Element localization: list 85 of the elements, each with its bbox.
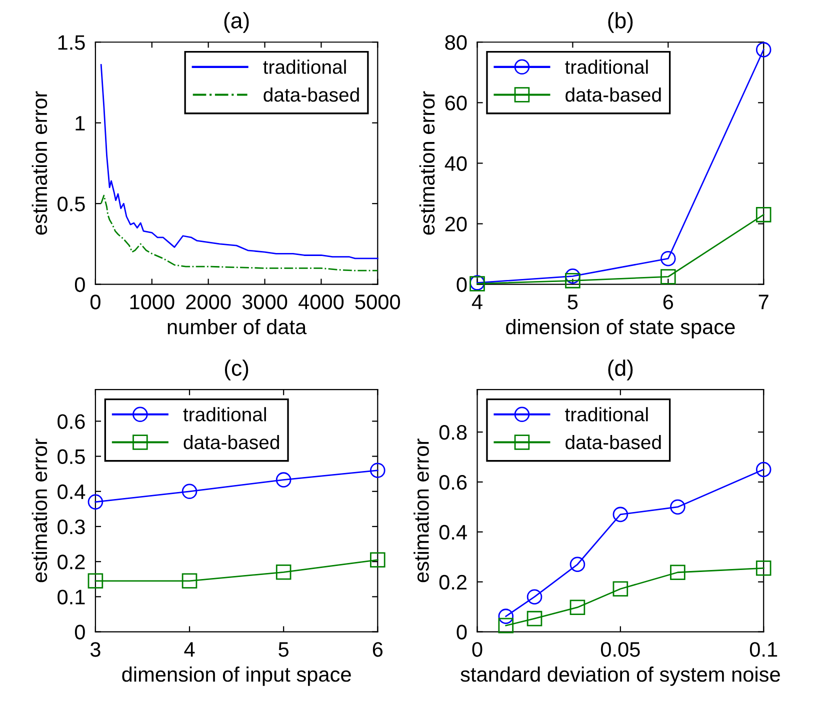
y-tick-label: 0: [74, 624, 85, 640]
point: [756, 560, 772, 576]
x-tick-label: 5: [278, 642, 289, 657]
point: [498, 618, 514, 634]
y-tick-label: 0.2: [58, 554, 85, 570]
point: [670, 564, 686, 580]
chart-title: (d): [608, 360, 633, 380]
x-tick-label: 0.05: [600, 642, 640, 657]
point: [498, 608, 514, 624]
y-tick-label: 0.1: [58, 590, 85, 604]
point: [370, 552, 386, 568]
y-tick-label: 0: [456, 624, 467, 640]
x-tick-label: 3: [90, 642, 100, 657]
point: [370, 462, 386, 478]
y-tick-label: 0.5: [58, 449, 85, 464]
x-tick-label: 4: [184, 642, 195, 657]
legend-label: data-based: [566, 87, 661, 102]
y-tick-label: 0: [456, 277, 467, 292]
legend-label: data-based: [184, 434, 279, 450]
x-tick-label: 0: [90, 294, 100, 310]
chart-title: (b): [608, 12, 633, 33]
y-tick-label: 0: [74, 277, 85, 292]
legend-label: data-based: [264, 87, 359, 102]
x-axis-title: standard deviation of system noise: [460, 666, 780, 686]
x-axis-title: number of data: [168, 319, 307, 334]
chart-title: (a): [224, 12, 249, 33]
y-tick-label: 1: [76, 116, 85, 130]
legend-label: data-based: [566, 434, 661, 450]
y-axis-title: estimation error: [414, 438, 429, 582]
y-tick-label: 60: [445, 96, 467, 110]
x-tick-label: 0.1: [750, 642, 778, 657]
point: [660, 250, 676, 266]
y-axis-title: estimation error: [419, 91, 435, 235]
point: [526, 589, 542, 604]
y-tick-label: 40: [444, 156, 467, 171]
y-tick-label: 0.4: [439, 524, 467, 540]
point: [670, 499, 686, 515]
line-series: [100, 194, 378, 272]
point: [182, 573, 198, 589]
point: [88, 573, 104, 589]
point: [88, 494, 104, 510]
x-tick-label: 4000: [298, 294, 344, 310]
point: [756, 42, 772, 58]
x-axis-title: dimension of state space: [506, 319, 735, 338]
y-tick-label: 0.5: [58, 196, 85, 212]
legend-label: traditional: [183, 407, 266, 422]
y-tick-label: 0.3: [58, 520, 85, 534]
point: [570, 600, 586, 615]
chart-title: (c): [224, 360, 248, 380]
point: [526, 610, 542, 626]
x-tick-label: 2000: [186, 294, 231, 310]
point: [565, 273, 580, 288]
point: [276, 472, 292, 488]
y-tick-label: 80: [445, 35, 467, 50]
x-tick-label: 6: [372, 642, 383, 657]
x-tick-label: 6: [663, 294, 674, 310]
y-tick-label: 0.6: [439, 474, 467, 490]
x-tick-label: 0: [472, 642, 482, 657]
x-tick-label: 5000: [355, 294, 400, 310]
x-tick-label: 3000: [242, 294, 288, 310]
point: [756, 462, 772, 478]
point: [565, 268, 580, 284]
y-axis-title: estimation error: [32, 438, 48, 582]
y-tick-label: 1.5: [58, 35, 85, 50]
y-tick-label: 20: [445, 216, 467, 232]
point: [276, 564, 292, 580]
point: [756, 207, 772, 222]
point: [182, 484, 198, 500]
point: [612, 581, 628, 596]
legend-label: traditional: [565, 407, 648, 422]
x-tick-label: 5: [568, 294, 578, 310]
x-tick-label: 7: [758, 294, 768, 310]
point: [612, 506, 628, 522]
x-tick-label: 4: [472, 294, 482, 310]
x-tick-label: 1000: [130, 294, 174, 310]
y-tick-label: 0.6: [58, 414, 85, 429]
y-tick-label: 0.4: [58, 484, 86, 500]
x-axis-title: dimension of input space: [122, 666, 351, 686]
legend-label: traditional: [565, 60, 648, 74]
point: [660, 269, 676, 284]
y-tick-label: 0.8: [439, 425, 467, 440]
point: [570, 556, 586, 572]
y-tick-label: 0.2: [439, 574, 466, 590]
y-axis-title: estimation error: [32, 91, 48, 235]
legend-label: traditional: [263, 60, 346, 74]
